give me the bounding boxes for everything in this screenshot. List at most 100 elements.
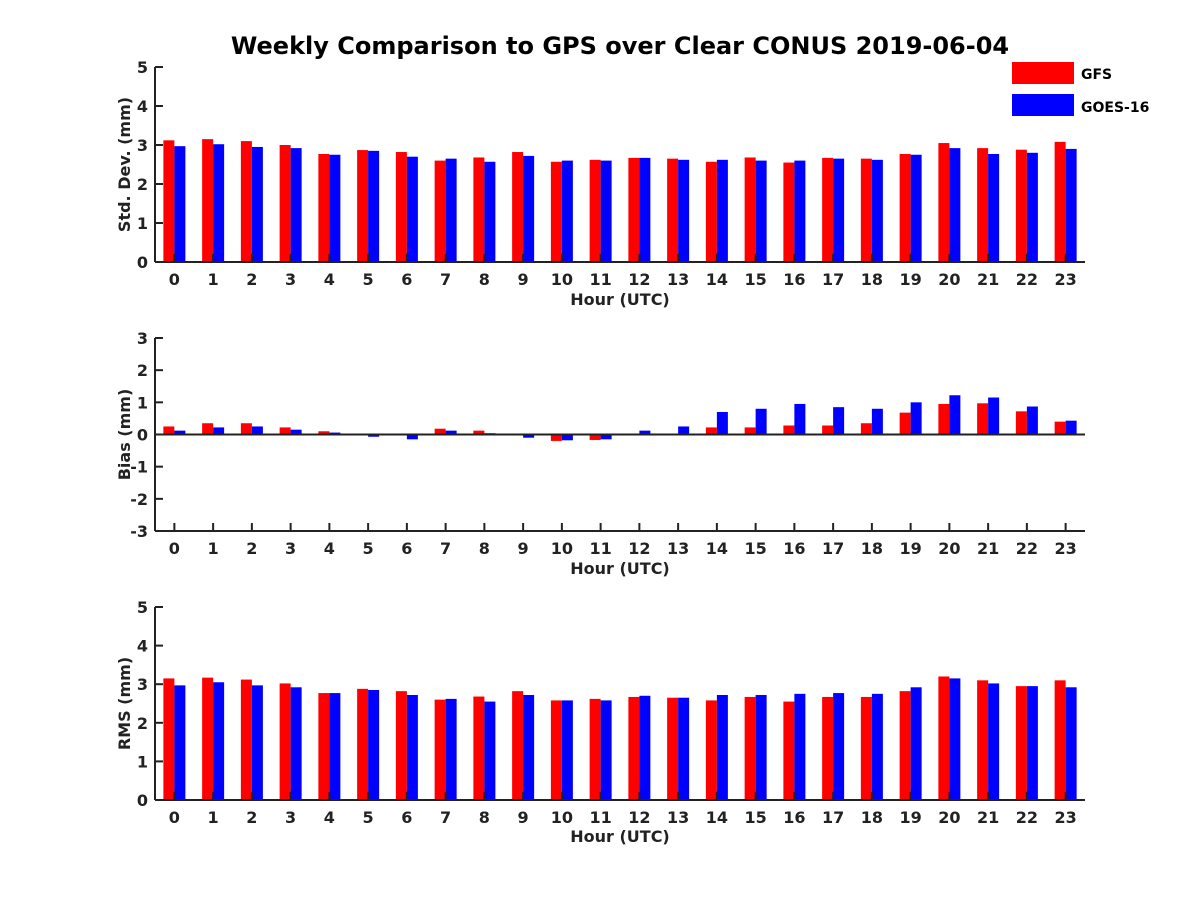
std-dev-bar-gfs-10 (550, 161, 562, 262)
rms-x-tick-label: 14 (706, 808, 728, 827)
std-dev-bar-goes16-21 (988, 153, 1000, 262)
std-dev-y-tick-label: 0 (137, 253, 148, 272)
rms-x-tick-label: 23 (1054, 808, 1076, 827)
std-dev-y-tick-label: 3 (137, 136, 148, 155)
std-dev-bar-goes16-4 (329, 154, 341, 262)
rms-bar-goes16-6 (406, 695, 418, 800)
rms-x-tick-label: 21 (977, 808, 999, 827)
bias-y-tick-label: -1 (130, 458, 148, 477)
bias-x-tick-label: 6 (401, 539, 412, 558)
std-dev-x-tick-label: 13 (667, 270, 689, 289)
bias-bar-goes16-6 (406, 434, 418, 440)
std-dev-bar-goes16-1 (213, 144, 225, 262)
bias-x-axis-label: Hour (UTC) (570, 559, 670, 578)
std-dev-bar-goes16-17 (833, 158, 845, 262)
bias-bar-gfs-14 (705, 427, 717, 435)
bias-bar-goes16-21 (988, 397, 1000, 435)
rms-bar-gfs-21 (977, 680, 989, 800)
rms-x-tick-label: 16 (783, 808, 805, 827)
bias-x-tick-label: 12 (628, 539, 650, 558)
bias-bar-goes16-14 (716, 411, 728, 435)
bias-x-tick-label: 0 (169, 539, 180, 558)
rms-bar-gfs-19 (899, 691, 911, 800)
std-dev-bar-gfs-14 (705, 161, 717, 262)
std-dev-bar-gfs-19 (899, 153, 911, 262)
std-dev-bar-goes16-23 (1065, 148, 1077, 262)
rms-bar-gfs-15 (744, 696, 756, 800)
std-dev-y-axis-label: Std. Dev. (mm) (115, 97, 134, 232)
rms-x-tick-label: 12 (628, 808, 650, 827)
std-dev-bar-gfs-15 (744, 157, 756, 262)
rms-bar-goes16-22 (1026, 686, 1038, 800)
std-dev-x-tick-label: 1 (208, 270, 219, 289)
std-dev-bar-gfs-16 (783, 162, 795, 262)
chart-title: Weekly Comparison to GPS over Clear CONU… (231, 32, 1009, 60)
rms-bar-gfs-23 (1054, 680, 1066, 800)
rms-x-tick-label: 19 (899, 808, 921, 827)
bias-bar-gfs-16 (783, 425, 795, 435)
bias-x-tick-label: 22 (1016, 539, 1038, 558)
std-dev-x-tick-label: 5 (363, 270, 374, 289)
rms-x-tick-label: 22 (1016, 808, 1038, 827)
rms-x-tick-label: 0 (169, 808, 180, 827)
std-dev-bar-gfs-6 (395, 152, 407, 262)
bias-bar-goes16-5 (368, 434, 380, 437)
bias-bar-goes16-16 (794, 403, 806, 435)
rms-bar-goes16-14 (716, 695, 728, 800)
bias-bar-goes16-3 (290, 429, 302, 435)
std-dev-bar-goes16-2 (251, 146, 263, 262)
std-dev-bar-goes16-15 (755, 160, 767, 262)
rms-bar-gfs-14 (705, 700, 717, 800)
bias-bar-goes16-10 (561, 434, 573, 441)
std-dev-x-axis-label: Hour (UTC) (570, 290, 670, 309)
bias-bar-gfs-20 (938, 403, 950, 435)
std-dev-bar-gfs-23 (1054, 141, 1066, 262)
std-dev-x-tick-label: 22 (1016, 270, 1038, 289)
rms-x-tick-label: 10 (551, 808, 573, 827)
rms-bar-gfs-11 (589, 698, 601, 800)
bias-bar-goes16-1 (213, 427, 225, 435)
rms-bar-gfs-17 (822, 696, 834, 800)
rms-bar-goes16-2 (251, 685, 263, 800)
rms-bar-goes16-16 (794, 693, 806, 800)
rms-x-tick-label: 13 (667, 808, 689, 827)
bias-x-tick-label: 16 (783, 539, 805, 558)
rms-x-tick-label: 9 (518, 808, 529, 827)
std-dev-bar-goes16-8 (484, 161, 496, 262)
rms-bar-gfs-22 (1015, 686, 1027, 800)
bias-bar-goes16-2 (251, 426, 263, 435)
std-dev-x-tick-label: 7 (440, 270, 451, 289)
bias-x-tick-label: 21 (977, 539, 999, 558)
bias-bar-goes16-11 (600, 434, 612, 440)
std-dev-x-tick-label: 12 (628, 270, 650, 289)
bias-y-tick-label: -3 (130, 522, 148, 541)
rms-bar-goes16-11 (600, 700, 612, 800)
std-dev-bar-goes16-16 (794, 160, 806, 262)
rms-x-tick-label: 17 (822, 808, 844, 827)
rms-bar-goes16-7 (445, 698, 457, 800)
rms-x-tick-label: 6 (401, 808, 412, 827)
bias-x-tick-label: 8 (479, 539, 490, 558)
std-dev-bar-gfs-17 (822, 157, 834, 262)
legend-swatch-goes16 (1012, 94, 1074, 116)
std-dev-x-tick-label: 18 (861, 270, 883, 289)
rms-bar-goes16-8 (484, 701, 496, 800)
rms-y-tick-label: 1 (137, 752, 148, 771)
rms-bar-goes16-1 (213, 682, 225, 800)
rms-x-tick-label: 11 (589, 808, 611, 827)
rms-y-tick-label: 3 (137, 675, 148, 694)
bias-x-tick-label: 19 (899, 539, 921, 558)
rms-y-tick-label: 4 (137, 637, 148, 656)
std-dev-x-tick-label: 11 (589, 270, 611, 289)
std-dev-bar-goes16-0 (174, 146, 186, 262)
std-dev-bar-gfs-1 (202, 139, 214, 262)
rms-x-tick-label: 8 (479, 808, 490, 827)
bias-bar-gfs-4 (318, 431, 330, 435)
bias-bar-gfs-0 (163, 426, 175, 435)
bias-x-tick-label: 23 (1054, 539, 1076, 558)
std-dev-bar-gfs-21 (977, 148, 989, 262)
std-dev-bar-goes16-22 (1026, 152, 1038, 262)
bias-x-tick-label: 11 (589, 539, 611, 558)
std-dev-x-tick-label: 4 (324, 270, 335, 289)
